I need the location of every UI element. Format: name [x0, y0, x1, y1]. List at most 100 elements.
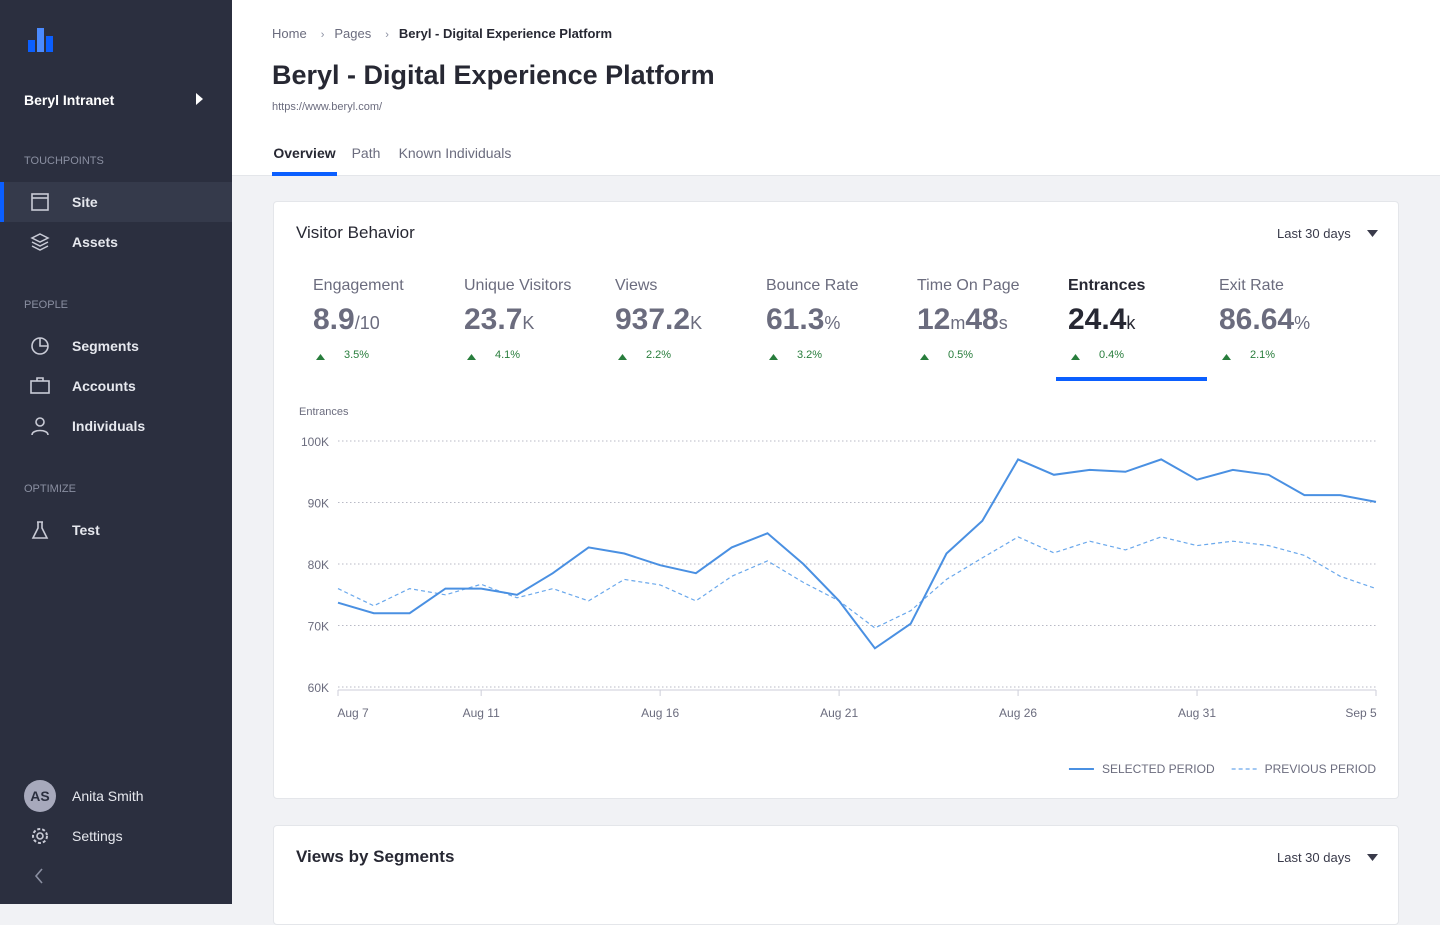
- metric-change: 3.5%: [344, 349, 370, 361]
- nav-icon: [30, 233, 50, 251]
- nav-icon: [31, 337, 49, 355]
- avatar: AS: [24, 780, 56, 812]
- metric[interactable]: Views 937.2K 2.2%: [615, 277, 766, 387]
- settings[interactable]: Settings: [72, 828, 123, 844]
- series-line: [337, 458, 1377, 650]
- settings-icon: [32, 828, 48, 844]
- section-title: TOUCHPOINTS: [24, 155, 104, 167]
- x-tick-label: Aug 26: [999, 706, 1037, 720]
- metric-value: 12m48s: [917, 303, 1008, 337]
- nav-label: Accounts: [72, 378, 136, 394]
- up-arrow: [618, 354, 627, 360]
- metric[interactable]: Bounce Rate 61.3% 3.2%: [766, 277, 917, 387]
- tab[interactable]: Path: [351, 145, 381, 161]
- crumb-sep: ›: [320, 29, 325, 41]
- up-arrow: [1071, 354, 1080, 360]
- nav-item[interactable]: Accounts: [0, 366, 232, 406]
- logo: [28, 28, 53, 52]
- brand[interactable]: Beryl Intranet: [24, 92, 115, 108]
- value: 8.9: [313, 303, 355, 336]
- active-underline: [1056, 377, 1207, 381]
- section-title: OPTIMIZE: [24, 483, 76, 495]
- metric[interactable]: Unique Visitors 23.7K 4.1%: [464, 277, 615, 387]
- metric-value: 24.4k: [1068, 303, 1135, 337]
- series-line: [337, 536, 1377, 629]
- metric-label: Unique Visitors: [464, 277, 572, 294]
- crumb: Beryl - Digital Experience Platform: [398, 26, 613, 41]
- unit: /10: [354, 313, 380, 333]
- range[interactable]: Last 30 days: [1277, 850, 1351, 865]
- metric-label: Views: [615, 277, 658, 294]
- y-tick-label: 80K: [308, 558, 329, 572]
- nav-item[interactable]: Assets: [0, 222, 232, 262]
- metric[interactable]: Entrances 24.4k 0.4%: [1056, 277, 1219, 387]
- collapse[interactable]: [34, 868, 44, 884]
- x-tick-label: Aug 7: [337, 706, 369, 720]
- chart: Entrances 60K 70K 80K 90K 100K Aug 7 Aug 11 Aug …: [299, 406, 1377, 776]
- sidebar: Beryl Intranet TOUCHPOINTS Site Assets PEOP…: [0, 0, 232, 904]
- unit: %: [1294, 313, 1311, 333]
- nav-item[interactable]: Test: [0, 510, 232, 550]
- metric[interactable]: Time On Page 12m48s 0.5%: [917, 277, 1068, 387]
- up-arrow: [920, 354, 929, 360]
- unit: s: [998, 313, 1008, 333]
- value: 23.7: [464, 303, 523, 336]
- y-tick-label: 90K: [308, 497, 329, 511]
- caret: [196, 93, 203, 105]
- nav-item[interactable]: Segments: [0, 326, 232, 366]
- crumb[interactable]: Pages: [334, 26, 372, 41]
- metric-value: 86.64%: [1219, 303, 1310, 337]
- unit: K: [522, 313, 535, 333]
- unit: K: [690, 313, 703, 333]
- page-title: Beryl - Digital Experience Platform: [272, 60, 715, 90]
- unit: m: [950, 313, 966, 333]
- value: 12: [917, 303, 951, 336]
- card-title: Views by Segments: [296, 847, 455, 866]
- tab[interactable]: Known Individuals: [398, 145, 512, 161]
- nav-item[interactable]: Individuals: [0, 406, 232, 446]
- nav-label: Segments: [72, 338, 139, 354]
- y-tick-label: 70K: [308, 620, 329, 634]
- value: 86.64: [1219, 303, 1295, 336]
- metric-change: 2.2%: [646, 349, 672, 361]
- crumb[interactable]: Home: [272, 26, 307, 41]
- value: 24.4: [1068, 303, 1127, 336]
- up-arrow: [1222, 354, 1231, 360]
- nav-icon: [31, 521, 49, 539]
- metric-label: Engagement: [313, 277, 404, 294]
- value: 48: [965, 303, 999, 336]
- nav-label: Assets: [72, 234, 118, 250]
- nav-item[interactable]: Site: [0, 182, 232, 222]
- section-title: PEOPLE: [24, 299, 69, 311]
- metric-change: 0.4%: [1099, 349, 1125, 361]
- range-caret: [1367, 854, 1378, 861]
- range[interactable]: Last 30 days: [1277, 226, 1351, 241]
- breadcrumb: Home › Pages › Beryl - Digital Experience Pl…: [272, 26, 612, 41]
- nav-label: Site: [72, 194, 98, 210]
- legend-label: SELECTED PERIOD: [1102, 762, 1215, 776]
- y-tick-label: 100K: [301, 435, 329, 449]
- value: 61.3: [766, 303, 825, 336]
- up-arrow: [316, 354, 325, 360]
- x-tick-label: Aug 31: [1178, 706, 1216, 720]
- metric-change: 4.1%: [495, 349, 521, 361]
- card-title: Visitor Behavior: [296, 223, 415, 242]
- user-name[interactable]: Anita Smith: [72, 788, 144, 804]
- visitor-behavior-card: Visitor Behavior Last 30 days Engagement…: [273, 201, 1399, 799]
- x-tick-label: Aug 21: [820, 706, 858, 720]
- unit: %: [824, 313, 841, 333]
- url: https://www.beryl.com/: [272, 101, 383, 113]
- nav-label: Test: [72, 522, 100, 538]
- metric-value: 937.2K: [615, 303, 702, 337]
- nav-icon: [31, 417, 49, 436]
- metric-value: 61.3%: [766, 303, 840, 337]
- tab[interactable]: Overview: [272, 145, 337, 176]
- metric[interactable]: Engagement 8.9/10 3.5%: [313, 277, 464, 387]
- unit: k: [1126, 313, 1136, 333]
- up-arrow: [769, 354, 778, 360]
- legend-label: PREVIOUS PERIOD: [1265, 762, 1377, 776]
- crumb-sep: ›: [385, 29, 389, 41]
- metric-label: Time On Page: [917, 277, 1020, 294]
- metric[interactable]: Exit Rate 86.64% 2.1%: [1219, 277, 1370, 387]
- metric-label: Exit Rate: [1219, 277, 1284, 294]
